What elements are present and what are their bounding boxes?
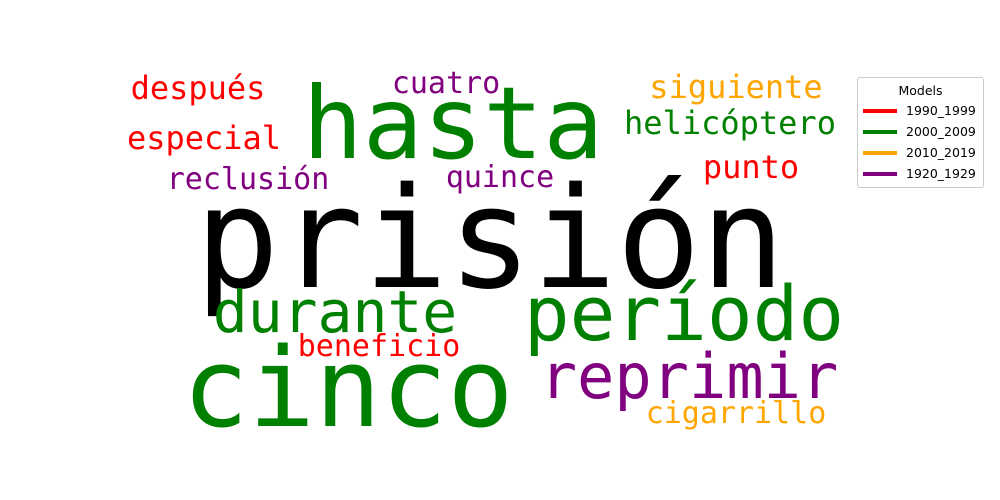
legend-entry: 1920_1929	[858, 163, 983, 184]
word-cigarrillo: cigarrillo	[646, 396, 827, 431]
legend-entry: 2000_2009	[858, 121, 983, 142]
word-punto: punto	[703, 148, 799, 186]
legend-entry: 1990_1999	[858, 100, 983, 121]
legend-label: 2010_2019	[906, 145, 976, 160]
word-reclusión: reclusión	[167, 162, 330, 197]
legend-title: Models	[898, 83, 943, 98]
legend-swatch	[863, 150, 897, 155]
legend-swatch	[863, 129, 897, 134]
word-cinco: cinco	[182, 324, 513, 452]
word-helicóptero: helicóptero	[624, 104, 836, 142]
legend-swatch	[863, 171, 897, 176]
word-beneficio: beneficio	[298, 329, 461, 364]
word-reprimir: reprimir	[540, 340, 839, 413]
word-siguiente: siguiente	[649, 68, 822, 106]
word-durante: durante	[213, 278, 457, 346]
word-cuatro: cuatro	[392, 66, 500, 101]
word-hasta: hasta	[302, 65, 603, 182]
legend-swatch	[863, 108, 897, 113]
legend-label: 2000_2009	[906, 124, 976, 139]
word-prisión: prisión	[195, 158, 785, 321]
legend-label: 1920_1929	[906, 166, 976, 181]
legend-label: 1990_1999	[906, 103, 976, 118]
word-después: después	[131, 69, 266, 107]
word-especial: especial	[127, 119, 281, 157]
word-quince: quince	[446, 160, 554, 195]
word-período: período	[524, 269, 844, 358]
legend: Models 1990_1999 2000_2009 2010_2019 192…	[857, 77, 984, 188]
legend-entry: 2010_2019	[858, 142, 983, 163]
